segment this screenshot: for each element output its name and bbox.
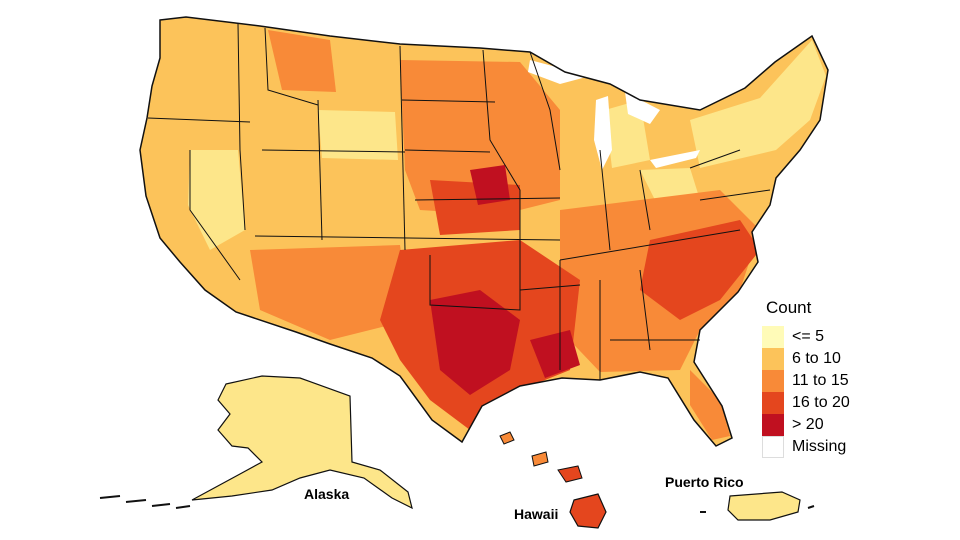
patch-orange-florida: [690, 370, 730, 440]
lake-michigan: [594, 96, 612, 170]
puerto-rico-shape: [727, 491, 801, 521]
patch-orange-southwest: [250, 245, 410, 340]
contiguous-us-outline: [139, 16, 829, 447]
hawaii-label: Hawaii: [514, 506, 559, 522]
lake-huron: [625, 92, 660, 124]
patch-light-wyoming: [318, 110, 398, 160]
state-border-line: [237, 23, 246, 231]
patch-light-nevada: [188, 150, 245, 250]
patch-darkred-nebraska: [470, 165, 510, 205]
state-border-line: [254, 235, 561, 241]
legend-label: 16 to 20: [792, 394, 850, 411]
legend-swatch: [762, 326, 784, 348]
legend-swatch: [762, 370, 784, 392]
state-border-line: [559, 229, 741, 261]
legend-label: > 20: [792, 416, 824, 433]
lake-superior: [528, 60, 590, 84]
state-border-line: [699, 189, 771, 201]
legend-label: 6 to 10: [792, 350, 841, 367]
state-border-line: [519, 284, 581, 291]
legend-swatch: [762, 392, 784, 414]
state-border-line: [147, 117, 251, 123]
state-border-line: [639, 269, 651, 351]
alaska-label: Alaska: [304, 486, 350, 502]
legend-item: > 20: [762, 414, 902, 436]
patch-darkred-louisiana: [530, 330, 580, 378]
state-border-line: [399, 45, 406, 251]
state-border-line: [689, 149, 741, 169]
intensity-patches: [188, 30, 826, 440]
state-border-line: [482, 49, 521, 250]
patch-orange-plains: [400, 60, 560, 215]
legend-label: 11 to 15: [792, 372, 849, 389]
legend-label: Missing: [792, 438, 847, 455]
patch-orange-montana: [268, 30, 336, 92]
legend-swatch: [762, 414, 784, 436]
legend-item: 6 to 10: [762, 348, 902, 370]
patch-red-carolinas: [640, 220, 760, 320]
puerto-rico-inset: [700, 491, 815, 521]
state-border-line: [639, 169, 651, 231]
lake-erie: [650, 150, 700, 168]
patch-light-northeast: [690, 40, 826, 168]
puerto-rico-label: Puerto Rico: [665, 474, 744, 490]
patch-darkred-central-texas: [430, 290, 520, 395]
hawaii-island-kauai: [499, 431, 515, 445]
hawaii-island-maui: [557, 465, 583, 483]
state-border-line: [599, 149, 611, 251]
state-border-line: [261, 149, 406, 153]
map-legend: Count <= 5 6 to 10 11 to 15 16 to 20 > 2…: [762, 298, 902, 458]
legend-swatch: [762, 348, 784, 370]
hawaii-island-oahu: [531, 451, 549, 467]
legend-item: 16 to 20: [762, 392, 902, 414]
hawaii-inset: [499, 431, 607, 529]
puerto-rico-islets: [700, 505, 815, 513]
legend-item: 11 to 15: [762, 370, 902, 392]
legend-item: <= 5: [762, 326, 902, 348]
state-border-line: [264, 27, 319, 106]
state-borders: [147, 23, 771, 380]
hawaii-island-big: [569, 493, 607, 529]
legend-swatch: [762, 436, 784, 458]
alaska-inset: [99, 375, 413, 510]
state-border-line: [529, 51, 561, 171]
state-border-line: [401, 99, 496, 103]
legend-label: <= 5: [792, 328, 825, 345]
state-border-line: [414, 197, 561, 201]
state-border-line: [404, 149, 491, 153]
alaska-shape: [191, 375, 413, 510]
state-border-line: [429, 250, 521, 311]
state-border-line: [317, 99, 323, 241]
state-border-line: [189, 150, 241, 281]
legend-title: Count: [766, 298, 812, 317]
legend-item: Missing: [762, 436, 902, 458]
alaska-islands: [99, 495, 191, 509]
